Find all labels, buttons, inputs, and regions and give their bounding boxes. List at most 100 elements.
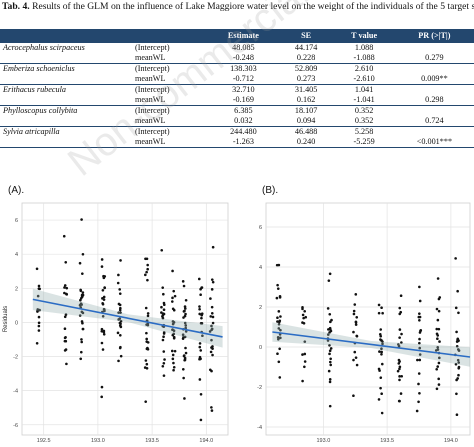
data-point [161, 286, 165, 289]
term-cell: (Intercept) [132, 105, 208, 116]
data-point [352, 358, 355, 362]
data-point [377, 398, 381, 401]
y-tick-label: -2 [257, 385, 262, 391]
data-point [328, 272, 332, 276]
y-tick-label: -6 [13, 423, 18, 429]
data-point [416, 358, 419, 362]
residual-plots: (A). (B). -6 -4 -2 0 2 4 6 192.5 193.0 193.5 194.0… [0, 185, 474, 447]
se-cell: 52.809 [278, 63, 334, 74]
data-point [183, 321, 187, 325]
data-point [455, 413, 459, 417]
data-point [103, 309, 106, 313]
data-point [170, 349, 174, 353]
data-point [64, 313, 68, 316]
data-point [329, 357, 332, 361]
x-tick-label: 193.5 [380, 438, 394, 442]
data-point [457, 373, 460, 377]
data-point [78, 314, 82, 317]
estimate-cell: 6.385 [208, 105, 279, 116]
data-point [379, 376, 383, 380]
data-point [145, 270, 148, 274]
data-point [80, 218, 83, 221]
data-point [418, 337, 421, 341]
p-value-cell: 0.298 [425, 95, 444, 104]
data-point [79, 298, 82, 302]
data-point [118, 308, 122, 312]
data-point [301, 305, 304, 309]
data-point [400, 332, 403, 336]
data-point [457, 365, 461, 369]
data-point [183, 356, 187, 360]
data-point [436, 337, 439, 341]
se-cell: 0.094 [296, 116, 316, 125]
data-point [398, 306, 402, 310]
y-tick-label: -4 [257, 425, 262, 431]
term-cell: (Intercept) [132, 42, 208, 53]
data-point [81, 272, 84, 275]
data-point [145, 362, 149, 366]
term-cell: meanWL [132, 137, 208, 148]
data-point [160, 248, 164, 252]
data-point [100, 258, 104, 261]
estimate-cell: -0.169 [232, 95, 254, 104]
data-point [172, 368, 175, 372]
data-point [163, 358, 166, 361]
data-point [172, 361, 175, 365]
data-point [172, 336, 176, 340]
data-point [117, 359, 120, 363]
y-tick-label: 2 [259, 305, 262, 311]
species-cell [0, 137, 132, 148]
data-point [100, 327, 104, 331]
data-point [399, 310, 403, 314]
y-tick-label: -4 [13, 389, 18, 395]
data-point [418, 312, 421, 315]
data-point [35, 267, 39, 271]
data-point [101, 297, 104, 300]
p-value-cell: 0.724 [425, 116, 444, 125]
data-point [79, 357, 83, 361]
data-point [119, 306, 122, 310]
data-point [380, 353, 383, 356]
data-point [418, 358, 422, 362]
header-p-value: PR (>|T|) [394, 29, 474, 43]
data-point [328, 404, 332, 408]
data-point [102, 332, 106, 336]
data-point [146, 263, 149, 267]
estimate-cell: 0.032 [234, 116, 253, 125]
data-point [210, 305, 214, 309]
data-point [63, 284, 67, 287]
data-point [100, 329, 104, 333]
data-point [182, 335, 185, 339]
t-value-cell: 1.088 [333, 42, 395, 53]
t-value-cell: 0.352 [333, 105, 395, 116]
data-point [119, 311, 122, 314]
estimate-cell: -0.248 [232, 53, 254, 62]
data-point [277, 337, 280, 341]
table-caption: Tab. 4. Results of the GLM on the influe… [2, 1, 474, 12]
header-estimate: Estimate [208, 29, 279, 43]
data-point [210, 328, 213, 332]
data-point [437, 383, 441, 386]
data-point [379, 386, 382, 390]
data-point [184, 307, 187, 310]
data-point [36, 309, 39, 312]
data-point [65, 362, 68, 366]
data-point [182, 376, 185, 380]
regression-line [272, 331, 471, 358]
se-cell: 18.107 [278, 105, 334, 116]
data-point [199, 392, 203, 396]
data-point [199, 418, 203, 422]
data-point [80, 320, 84, 323]
data-point [102, 274, 105, 278]
data-point [397, 362, 401, 365]
x-tick-label: 193.5 [145, 438, 159, 442]
data-point [327, 369, 331, 373]
data-point [353, 303, 357, 306]
data-point [210, 288, 214, 291]
data-point [436, 345, 440, 349]
data-point [303, 365, 306, 369]
data-point [328, 312, 332, 316]
term-cell: meanWL [135, 116, 166, 125]
data-point [327, 328, 330, 331]
term-cell: (Intercept) [132, 63, 208, 74]
